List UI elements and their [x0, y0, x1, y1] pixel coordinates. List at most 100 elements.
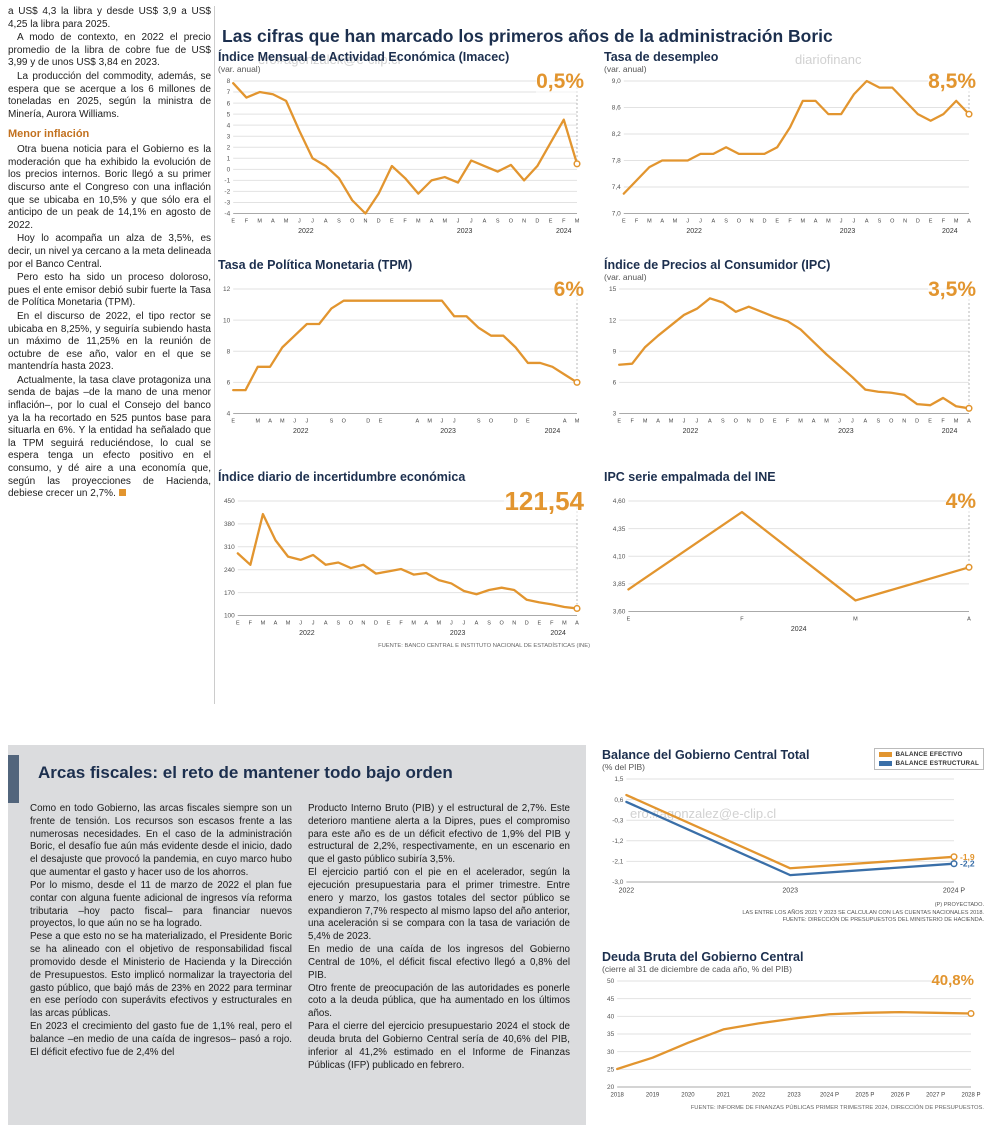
svg-text:2020: 2020	[681, 1093, 695, 1099]
desempleo-chart-card: Tasa de desempleo (var. anual) 8,5% 9,0 8…	[604, 50, 982, 240]
chart-title: Índice diario de incertidumbre económica	[218, 470, 466, 484]
svg-text:S: S	[878, 219, 882, 225]
balance-efectivo-swatch-icon	[879, 752, 893, 757]
svg-text:A: A	[271, 219, 275, 225]
incertidumbre-chart-card: Índice diario de incertidumbre económica…	[218, 470, 590, 649]
svg-text:E: E	[379, 419, 383, 425]
paragraph: La producción del commodity, además, se …	[8, 70, 211, 120]
svg-text:A: A	[708, 419, 712, 425]
balance-efectivo-label: BALANCE EFECTIVO	[895, 751, 963, 758]
svg-text:J: J	[463, 621, 466, 627]
balance-line-chart: 1,5 0,6 -0,3 -1,2 -2,1 -3,0 2022 2023 2024 P -1,9…	[612, 776, 975, 895]
copper-paragraphs: a US$ 4,3 la libra y desde US$ 3,9 a US$…	[8, 6, 211, 121]
svg-text:F: F	[786, 419, 790, 425]
paragraph: Actualmente, la tasa clave protagoniza u…	[8, 375, 211, 501]
svg-text:J: J	[683, 419, 686, 425]
svg-text:3,85: 3,85	[613, 581, 626, 588]
svg-text:F: F	[630, 419, 634, 425]
svg-text:S: S	[721, 419, 725, 425]
balance-estructural-swatch-icon	[879, 761, 893, 766]
svg-text:S: S	[330, 419, 334, 425]
svg-text:D: D	[535, 219, 539, 225]
chart-title: Índice Mensual de Actividad Económica (I…	[218, 50, 510, 64]
svg-text:2024: 2024	[550, 630, 566, 637]
svg-text:2025 P: 2025 P	[855, 1093, 874, 1099]
svg-text:0,6: 0,6	[614, 797, 623, 804]
svg-text:A: A	[416, 419, 420, 425]
highlight-value: 6%	[553, 278, 584, 302]
svg-text:M: M	[427, 419, 432, 425]
paragraph: Producto Interno Bruto (PIB) y el estruc…	[308, 803, 570, 866]
svg-text:35: 35	[607, 1031, 615, 1038]
svg-text:2023: 2023	[440, 428, 456, 435]
svg-text:F: F	[403, 219, 407, 225]
svg-text:J: J	[441, 419, 444, 425]
balance-estructural-label: BALANCE ESTRUCTURAL	[895, 760, 979, 767]
imacec-chart-card: Índice Mensual de Actividad Económica (I…	[218, 50, 590, 240]
svg-text:4,10: 4,10	[613, 553, 626, 560]
svg-text:S: S	[496, 219, 500, 225]
svg-text:2024: 2024	[942, 228, 958, 235]
svg-text:M: M	[284, 219, 289, 225]
svg-text:J: J	[450, 621, 453, 627]
svg-text:8: 8	[227, 348, 231, 355]
svg-text:J: J	[299, 621, 302, 627]
chart-subtitle	[604, 484, 982, 495]
svg-text:A: A	[475, 621, 479, 627]
svg-text:M: M	[280, 419, 285, 425]
svg-text:M: M	[669, 419, 674, 425]
svg-text:1,5: 1,5	[614, 776, 623, 783]
svg-text:6: 6	[227, 380, 231, 387]
svg-text:M: M	[800, 219, 805, 225]
svg-text:M: M	[416, 219, 421, 225]
svg-text:J: J	[699, 219, 702, 225]
svg-text:A: A	[660, 219, 664, 225]
svg-text:A: A	[711, 219, 715, 225]
svg-text:20: 20	[607, 1084, 615, 1091]
svg-text:A: A	[274, 621, 278, 627]
svg-text:4,35: 4,35	[613, 526, 626, 533]
highlight-value: 40,8%	[931, 972, 974, 989]
svg-text:F: F	[562, 219, 566, 225]
svg-text:E: E	[390, 219, 394, 225]
svg-text:F: F	[941, 419, 945, 425]
svg-text:E: E	[537, 621, 541, 627]
chart-title: Índice de Precios al Consumidor (IPC)	[604, 258, 831, 272]
highlight-value: 4%	[945, 490, 976, 514]
svg-text:8: 8	[227, 78, 231, 85]
balance-legend: BALANCE EFECTIVO BALANCE ESTRUCTURAL	[874, 748, 984, 770]
highlight-value: 121,54	[504, 486, 584, 517]
svg-text:M: M	[257, 219, 262, 225]
svg-text:O: O	[890, 219, 895, 225]
svg-text:J: J	[305, 419, 308, 425]
svg-text:A: A	[268, 419, 272, 425]
paragraph: Hoy lo acompaña un alza de 3,5%, es deci…	[8, 233, 211, 270]
svg-text:8,2: 8,2	[612, 131, 621, 138]
svg-text:N: N	[363, 219, 367, 225]
desempleo-line-chart: 9,08,68,27,87,47,0E F M A M J J A S O N D E F M A M J J A S O…	[612, 78, 973, 235]
svg-text:7,8: 7,8	[612, 158, 621, 165]
svg-text:A: A	[812, 419, 816, 425]
svg-text:M: M	[442, 219, 447, 225]
svg-text:N: N	[361, 621, 365, 627]
svg-text:2024 P: 2024 P	[820, 1093, 839, 1099]
source-note: FUENTE: INFORME DE FINANZAS PÚBLICAS PRI…	[690, 1105, 984, 1111]
highlight-value: 3,5%	[928, 278, 976, 302]
arcas-fiscales-box: Arcas fiscales: el reto de mantener todo…	[8, 745, 586, 1125]
left-article-column: a US$ 4,3 la libra y desde US$ 3,9 a US$…	[8, 6, 211, 502]
svg-text:9,0: 9,0	[612, 78, 621, 85]
svg-text:N: N	[512, 621, 516, 627]
svg-text:2022: 2022	[619, 888, 635, 895]
deuda-line-chart: 50 45 40 35 30 25 20 2018 2019 2020 2021 2022 2023 20…	[607, 978, 981, 1099]
svg-text:A: A	[483, 219, 487, 225]
chart-subtitle: (var. anual)	[604, 272, 647, 282]
svg-text:E: E	[627, 617, 631, 623]
svg-text:E: E	[526, 419, 530, 425]
svg-text:2022: 2022	[298, 228, 314, 235]
svg-text:6: 6	[613, 380, 617, 387]
paragraph: LAS ENTRE LOS AÑOS 2021 Y 2023 SE CALCUL…	[742, 909, 984, 916]
svg-text:D: D	[374, 621, 378, 627]
svg-text:M: M	[437, 621, 442, 627]
svg-text:2023: 2023	[457, 228, 473, 235]
